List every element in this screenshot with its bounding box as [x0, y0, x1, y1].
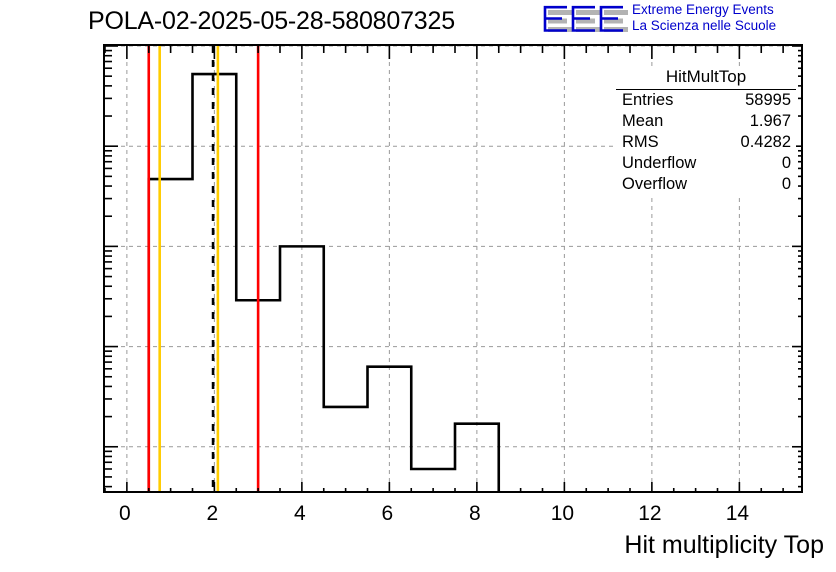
plot-area [105, 46, 801, 491]
histogram-outline [147, 72, 501, 491]
eee-mark-icon [543, 5, 628, 32]
x-axis-title: Hit multiplicity Top [624, 531, 824, 559]
x-axis-tick-label: 2 [206, 502, 219, 525]
stats-box-title: HitMultTop [616, 66, 796, 90]
stats-row-value: 0 [781, 175, 791, 193]
plot-frame [103, 44, 803, 493]
stats-row-label: Underflow [622, 154, 697, 172]
stats-box: HitMultTop Entries 58995 Mean 1.967 RMS 0.428… [616, 66, 796, 195]
stats-row-label: RMS [622, 133, 659, 151]
eee-logo: Extreme Energy Events La Scienza nelle S… [540, 1, 834, 37]
stats-row: Entries 58995 [616, 90, 796, 111]
x-axis-tick-label: 10 [550, 502, 575, 525]
x-axis-tick-label: 6 [381, 502, 394, 525]
stats-row-value: 58995 [745, 91, 791, 109]
histogram-canvas [105, 46, 801, 491]
stats-rows: Entries 58995 Mean 1.967 RMS 0.4282 Underflow 0… [616, 90, 796, 195]
stats-row-label: Entries [622, 91, 674, 109]
x-axis-tick-label: 0 [119, 502, 131, 525]
stats-row-value: 1.967 [749, 112, 791, 130]
x-axis-tick-label: 8 [469, 502, 481, 525]
stats-row: Mean 1.967 [616, 111, 796, 132]
stats-row-label: Overflow [622, 175, 688, 193]
stats-row: Underflow 0 [616, 153, 796, 174]
page-title: POLA-02-2025-05-28-580807325 [88, 7, 455, 35]
stats-row-label: Mean [622, 112, 664, 130]
eee-logo-line1: Extreme Energy Events [632, 2, 774, 17]
stats-row-value: 0.4282 [740, 133, 791, 151]
x-axis-tick-label: 12 [638, 502, 662, 525]
eee-logo-text: Extreme Energy Events La Scienza nelle S… [632, 2, 776, 33]
stats-row: Overflow 0 [616, 174, 796, 195]
x-axis-tick-label: 4 [294, 502, 306, 525]
stats-row-value: 0 [781, 154, 791, 172]
stats-row: RMS 0.4282 [616, 132, 796, 153]
eee-logo-line2: La Scienza nelle Scuole [632, 17, 777, 33]
x-axis-tick-label: 14 [725, 502, 750, 525]
